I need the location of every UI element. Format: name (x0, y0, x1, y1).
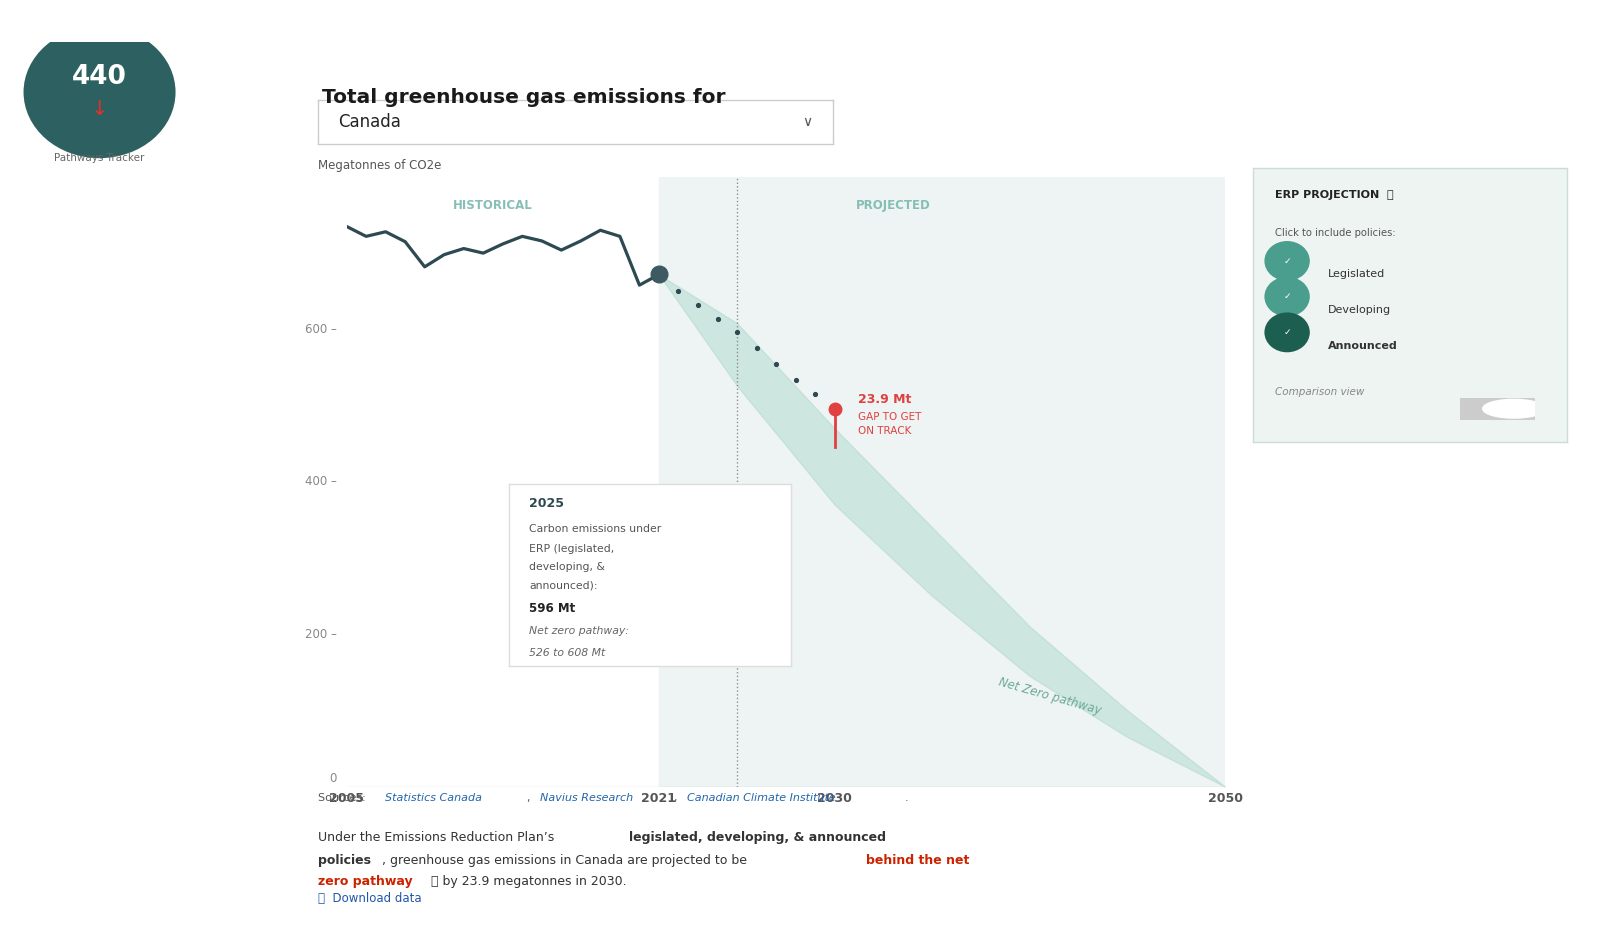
Text: ACTIVITY: ACTIVITY (708, 14, 759, 27)
Text: Pathways Tracker: Pathways Tracker (55, 153, 145, 163)
Text: ✓: ✓ (1283, 256, 1291, 265)
Text: Canadian Climate Institute: Canadian Climate Institute (687, 793, 835, 803)
Text: ✓: ✓ (1283, 292, 1291, 301)
Text: GAP TO GET
ON TRACK: GAP TO GET ON TRACK (858, 412, 922, 437)
Text: ✓: ✓ (1283, 328, 1291, 337)
Text: .: . (904, 793, 908, 803)
Text: ,: , (674, 793, 680, 803)
Text: developing, &: developing, & (529, 562, 604, 573)
Text: PROJECTED: PROJECTED (856, 198, 930, 211)
Text: Carbon emissions under: Carbon emissions under (529, 524, 661, 534)
Ellipse shape (24, 26, 176, 158)
Text: Net zero pathway:: Net zero pathway: (529, 626, 629, 636)
Text: Announced: Announced (1328, 341, 1398, 351)
Bar (659, 177, 1225, 787)
Text: Total greenhouse gas emissions for: Total greenhouse gas emissions for (322, 88, 725, 107)
Text: Legislated: Legislated (1328, 269, 1385, 279)
Text: 0: 0 (329, 772, 337, 785)
Text: Developing: Developing (1328, 304, 1391, 315)
Text: Comparison view: Comparison view (1275, 387, 1364, 398)
Text: 2025: 2025 (529, 497, 564, 510)
Text: Canada: Canada (339, 113, 401, 131)
Text: announced):: announced): (529, 580, 598, 590)
Text: ∨: ∨ (803, 115, 812, 129)
Text: Megatonnes of CO2e: Megatonnes of CO2e (318, 159, 442, 172)
Text: Statistics Canada: Statistics Canada (385, 793, 482, 803)
Text: ERP PROJECTION  ⓘ: ERP PROJECTION ⓘ (1275, 190, 1393, 199)
Circle shape (1483, 399, 1544, 418)
FancyBboxPatch shape (1449, 394, 1546, 424)
Text: , greenhouse gas emissions in Canada are projected to be: , greenhouse gas emissions in Canada are… (382, 854, 751, 867)
Text: EFFICIENCY: EFFICIENCY (845, 14, 912, 27)
Text: 23.9 Mt: 23.9 Mt (858, 393, 911, 406)
Text: policies: policies (318, 854, 371, 867)
Text: Sources:: Sources: (318, 793, 369, 803)
Text: Navius Research: Navius Research (540, 793, 634, 803)
Text: ↓: ↓ (90, 99, 108, 118)
Text: 400 –: 400 – (305, 476, 337, 488)
Text: DECARBONIZATION: DECARBONIZATION (999, 14, 1112, 27)
Text: HISTORICAL: HISTORICAL (453, 198, 534, 211)
Text: 200 –: 200 – (305, 627, 337, 641)
Circle shape (1265, 277, 1309, 316)
Text: Click to include policies:: Click to include policies: (1275, 228, 1394, 238)
Text: zero pathway: zero pathway (318, 875, 413, 888)
Text: ⓘ by 23.9 megatonnes in 2030.: ⓘ by 23.9 megatonnes in 2030. (427, 875, 627, 888)
Text: ⤓  Download data: ⤓ Download data (318, 892, 421, 905)
Circle shape (1265, 242, 1309, 280)
Text: ,: , (527, 793, 534, 803)
Text: Net Zero pathway: Net Zero pathway (996, 676, 1103, 718)
Text: behind the net: behind the net (866, 854, 969, 867)
Text: 596 Mt: 596 Mt (529, 602, 575, 615)
Text: legislated, developing, & announced: legislated, developing, & announced (629, 831, 885, 844)
Text: Under the Emissions Reduction Plan’s: Under the Emissions Reduction Plan’s (318, 831, 558, 844)
Circle shape (1265, 313, 1309, 352)
Text: 526 to 608 Mt: 526 to 608 Mt (529, 648, 606, 657)
Text: 440: 440 (73, 64, 127, 90)
Text: ERP (legislated,: ERP (legislated, (529, 544, 614, 554)
Text: 600 –: 600 – (305, 323, 337, 336)
Text: OVERVIEW: OVERVIEW (537, 14, 608, 27)
